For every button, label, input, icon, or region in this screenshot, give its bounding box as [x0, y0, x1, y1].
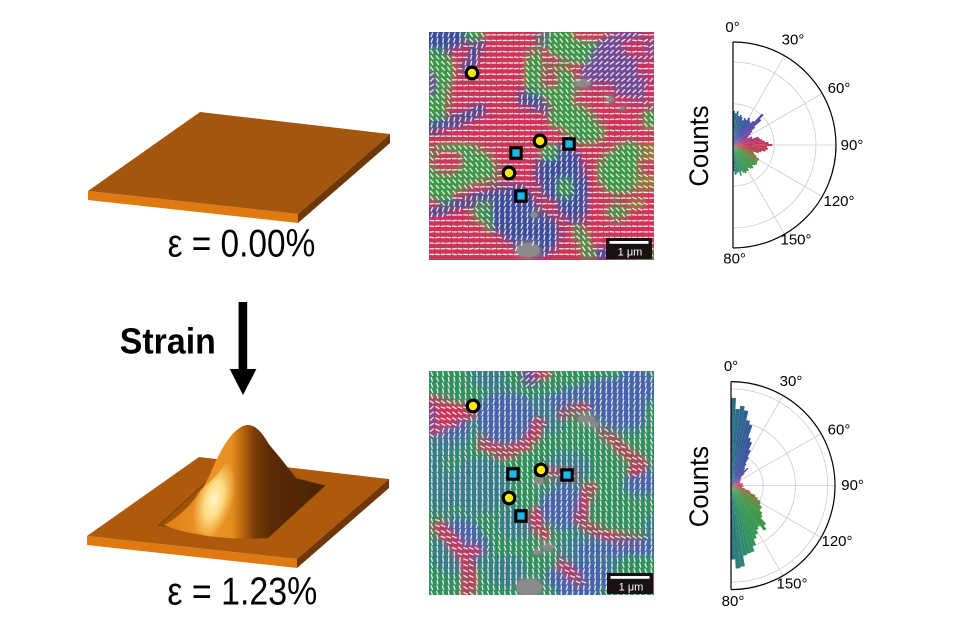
- svg-text:120°: 120°: [823, 193, 854, 210]
- svg-text:Counts: Counts: [684, 105, 714, 186]
- svg-text:0°: 0°: [725, 19, 739, 36]
- svg-text:120°: 120°: [821, 533, 852, 550]
- svg-text:90°: 90°: [841, 137, 864, 154]
- svg-text:Strain: Strain: [120, 321, 216, 362]
- svg-text:ε = 1.23%: ε = 1.23%: [167, 570, 317, 613]
- svg-text:80°: 80°: [722, 593, 745, 610]
- svg-text:80°: 80°: [723, 251, 746, 268]
- svg-text:150°: 150°: [780, 232, 811, 249]
- svg-text:30°: 30°: [780, 373, 803, 390]
- svg-text:0°: 0°: [724, 358, 738, 375]
- svg-text:Counts: Counts: [684, 446, 714, 527]
- svg-text:1 μm: 1 μm: [618, 247, 643, 259]
- svg-text:150°: 150°: [776, 576, 807, 593]
- svg-text:30°: 30°: [782, 31, 805, 48]
- svg-text:1 μm: 1 μm: [619, 582, 644, 594]
- svg-text:60°: 60°: [828, 80, 851, 97]
- svg-text:90°: 90°: [841, 477, 864, 494]
- svg-text:60°: 60°: [828, 422, 851, 439]
- svg-text:ε = 0.00%: ε = 0.00%: [168, 223, 316, 266]
